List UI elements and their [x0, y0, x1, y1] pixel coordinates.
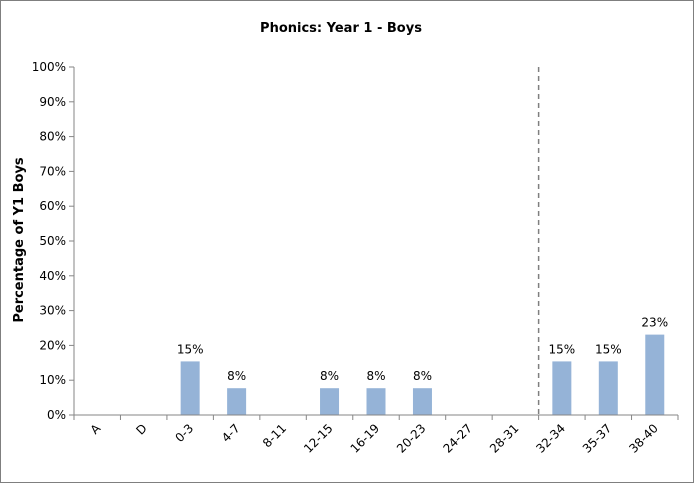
y-tick-label: 40%	[39, 269, 66, 283]
data-labels-group: 15% 8% 8% 8% 8% 15% 15% 23%	[177, 316, 668, 384]
bar	[367, 388, 386, 415]
y-axis: 0% 10% 20% 30% 40% 50% 60% 70% 80% 90% 100%	[32, 60, 74, 422]
y-tick-label: 20%	[39, 338, 66, 352]
data-label: 8%	[413, 369, 432, 383]
x-tick-label: 28-31	[487, 421, 522, 456]
data-label: 23%	[641, 316, 668, 330]
x-tick-label: D	[133, 421, 149, 437]
y-tick-label: 50%	[39, 234, 66, 248]
y-axis-label: Percentage of Y1 Boys	[12, 157, 27, 323]
x-tick-label: 20-23	[394, 421, 429, 456]
data-label: 15%	[549, 342, 576, 356]
x-tick-label: 12-15	[301, 421, 336, 456]
x-tick-label: 4-7	[219, 421, 243, 445]
bar	[645, 335, 664, 415]
y-tick-label: 60%	[39, 199, 66, 213]
y-tick-label: 10%	[39, 373, 66, 387]
x-tick-label: 16-19	[348, 421, 383, 456]
y-tick-label: 30%	[39, 304, 66, 318]
y-tick-label: 90%	[39, 95, 66, 109]
y-tick-label: 100%	[32, 60, 66, 74]
bar	[413, 388, 432, 415]
x-axis: A D 0-3 4-7 8-11 12-15 16-19 20-23 24-27 28-31 32-…	[74, 415, 678, 456]
data-label: 15%	[595, 342, 622, 356]
x-tick-label: A	[88, 421, 104, 437]
x-tick-label: 0-3	[173, 421, 197, 445]
y-tick-label: 80%	[39, 130, 66, 144]
x-tick-label: 32-34	[533, 421, 568, 456]
bar	[320, 388, 339, 415]
data-label: 8%	[227, 369, 246, 383]
y-tick-label: 70%	[39, 164, 66, 178]
bar	[599, 361, 618, 415]
y-tick-label: 0%	[47, 408, 66, 422]
data-label: 15%	[177, 342, 204, 356]
bar	[227, 388, 246, 415]
chart-title: Phonics: Year 1 - Boys	[260, 21, 422, 36]
bar	[552, 361, 571, 415]
x-tick-label: 24-27	[440, 421, 475, 456]
x-tick-label: 8-11	[260, 421, 289, 450]
x-tick-label: 38-40	[626, 421, 661, 456]
bar	[181, 361, 200, 415]
x-tick-label: 35-37	[580, 421, 615, 456]
data-label: 8%	[320, 369, 339, 383]
data-label: 8%	[366, 369, 385, 383]
